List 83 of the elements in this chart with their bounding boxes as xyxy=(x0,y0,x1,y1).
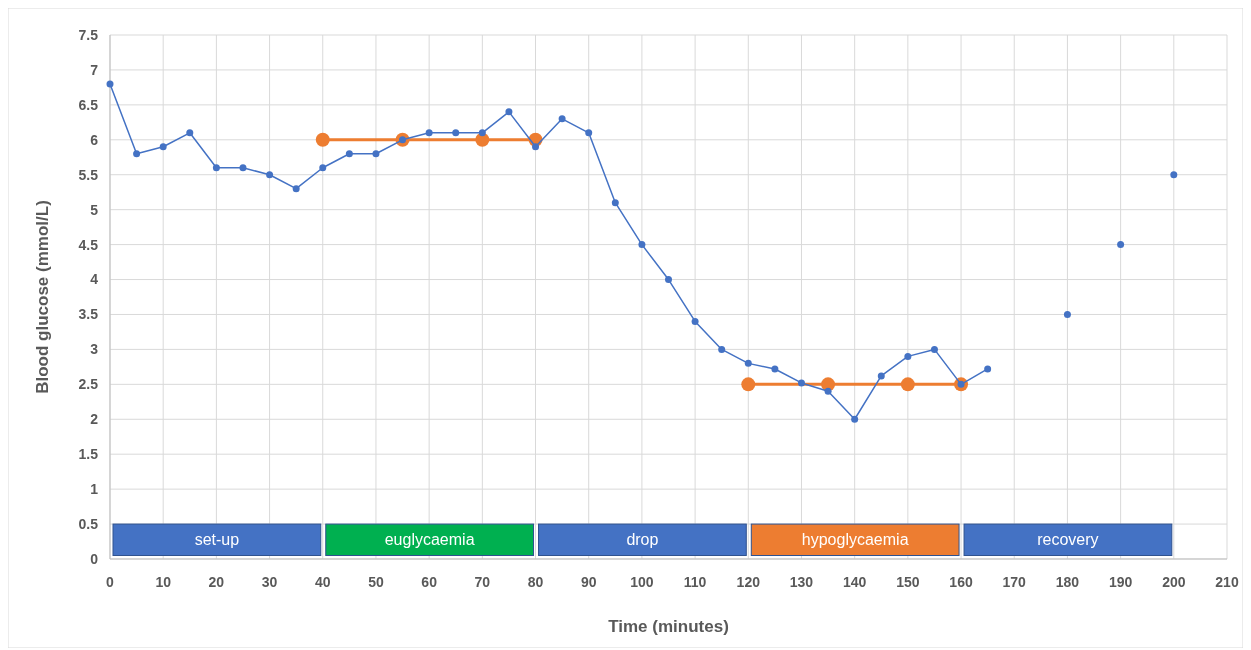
x-tick-label: 70 xyxy=(474,574,491,590)
x-tick-label: 10 xyxy=(155,574,172,590)
x-tick-label: 160 xyxy=(949,574,973,590)
point xyxy=(532,143,540,151)
y-tick-label: 3.5 xyxy=(78,306,99,323)
point xyxy=(106,80,114,88)
point xyxy=(478,129,486,137)
point xyxy=(292,185,300,193)
point xyxy=(744,359,752,367)
point xyxy=(741,377,756,392)
band-label: set-up xyxy=(194,531,240,549)
point xyxy=(900,377,915,392)
x-tick-label: 180 xyxy=(1055,574,1080,590)
point xyxy=(984,365,992,373)
y-tick-label: 5 xyxy=(90,201,99,218)
point xyxy=(797,379,805,387)
x-tick-label: 210 xyxy=(1215,574,1239,590)
point xyxy=(505,108,513,116)
y-axis-title: Blood glucose (mmol/L) xyxy=(33,200,52,394)
point xyxy=(691,317,699,325)
point xyxy=(159,143,167,151)
point xyxy=(611,199,619,207)
y-tick-label: 2.5 xyxy=(78,376,99,393)
x-tick-label: 90 xyxy=(580,574,597,590)
y-tick-label: 7.5 xyxy=(78,26,99,43)
point xyxy=(718,345,726,353)
point xyxy=(186,129,194,137)
band-label: euglycaemia xyxy=(384,531,475,549)
y-tick-label: 0 xyxy=(90,550,99,567)
point xyxy=(824,387,832,395)
x-tick-label: 170 xyxy=(1002,574,1027,590)
point xyxy=(877,372,885,380)
point xyxy=(372,150,380,158)
y-tick-label: 3 xyxy=(90,341,99,358)
point xyxy=(558,115,566,123)
x-tick-label: 190 xyxy=(1108,574,1133,590)
y-tick-label: 1.5 xyxy=(78,446,99,463)
point xyxy=(904,352,912,360)
y-tick-label: 0.5 xyxy=(78,515,99,532)
y-tick-label: 5.5 xyxy=(78,166,99,183)
band-label: hypoglycaemia xyxy=(801,531,909,549)
x-tick-label: 20 xyxy=(208,574,225,590)
x-tick-label: 120 xyxy=(736,574,761,590)
x-tick-label: 100 xyxy=(630,574,654,590)
point xyxy=(930,345,938,353)
point xyxy=(585,129,593,137)
point xyxy=(665,276,672,284)
point xyxy=(1063,310,1071,318)
x-axis-title: Time (minutes) xyxy=(608,617,729,636)
x-tick-label: 140 xyxy=(842,574,867,590)
x-tick-label: 80 xyxy=(527,574,544,590)
y-tick-label: 6 xyxy=(90,131,99,148)
x-tick-label: 150 xyxy=(896,574,920,590)
x-tick-label: 110 xyxy=(683,574,707,590)
x-tick-label: 50 xyxy=(368,574,384,590)
band-label: drop xyxy=(626,531,659,549)
point xyxy=(638,241,646,249)
y-tick-label: 4.5 xyxy=(78,236,99,253)
point xyxy=(319,164,327,172)
y-tick-label: 4 xyxy=(90,271,99,288)
point xyxy=(345,150,353,158)
point xyxy=(851,415,859,423)
y-tick-label: 1 xyxy=(90,481,99,498)
point xyxy=(133,150,141,158)
x-tick-label: 130 xyxy=(789,574,814,590)
point xyxy=(212,164,220,172)
x-tick-label: 60 xyxy=(421,574,438,590)
x-tick-label: 200 xyxy=(1162,574,1186,590)
point xyxy=(1170,171,1178,179)
x-tick-label: 0 xyxy=(106,574,115,590)
y-tick-label: 7 xyxy=(90,61,99,78)
x-tick-label: 40 xyxy=(314,574,331,590)
point xyxy=(452,129,460,137)
point xyxy=(771,365,779,373)
y-tick-label: 2 xyxy=(90,411,99,428)
band-label: recovery xyxy=(1037,531,1099,549)
point xyxy=(266,171,274,179)
point xyxy=(315,132,330,147)
point xyxy=(1117,241,1125,249)
x-tick-label: 30 xyxy=(261,574,278,590)
point xyxy=(425,129,433,137)
point xyxy=(239,164,247,172)
y-tick-label: 6.5 xyxy=(78,96,99,113)
